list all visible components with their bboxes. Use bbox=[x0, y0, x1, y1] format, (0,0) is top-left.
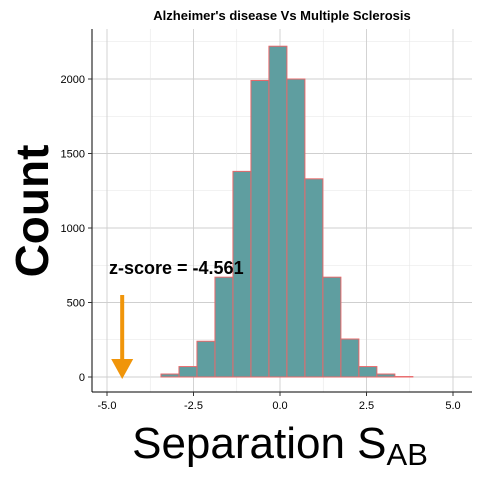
x-axis-label-subscript: AB bbox=[387, 437, 428, 472]
y-tick-label: 2000 bbox=[61, 74, 85, 86]
histogram-bar-4 bbox=[179, 367, 197, 377]
histogram-bar-9 bbox=[269, 46, 287, 377]
chart-title: Alzheimer's disease Vs Multiple Sclerosi… bbox=[153, 8, 410, 23]
histogram-bar-13 bbox=[341, 339, 359, 377]
x-tick-label: 5.0 bbox=[445, 400, 460, 412]
histogram-bar-5 bbox=[197, 341, 215, 377]
histogram-bar-10 bbox=[287, 79, 305, 377]
histogram-bar-11 bbox=[305, 179, 323, 377]
histogram-bars bbox=[161, 46, 413, 377]
y-tick-label: 1000 bbox=[61, 223, 85, 235]
x-tick-label: 0.0 bbox=[272, 400, 287, 412]
histogram-bar-12 bbox=[323, 277, 341, 377]
x-tick-label: -5.0 bbox=[98, 400, 117, 412]
z-score-arrow-head bbox=[111, 359, 133, 379]
z-score-label: z-score = -4.561 bbox=[109, 258, 244, 278]
x-axis-label: Separation SAB bbox=[132, 419, 428, 472]
histogram-bar-14 bbox=[359, 367, 377, 377]
histogram-bar-3 bbox=[161, 374, 179, 377]
x-axis-label-main: Separation S bbox=[132, 419, 386, 468]
histogram-bar-6 bbox=[215, 277, 233, 377]
histogram-bar-8 bbox=[251, 80, 269, 377]
y-axis-label: Count bbox=[6, 145, 58, 278]
x-tick-label: -2.5 bbox=[184, 400, 203, 412]
x-tick-label: 2.5 bbox=[359, 400, 374, 412]
y-tick-label: 0 bbox=[79, 372, 85, 384]
y-tick-label: 500 bbox=[67, 298, 85, 310]
histogram-bar-15 bbox=[377, 374, 395, 377]
y-tick-label: 1500 bbox=[61, 149, 85, 161]
